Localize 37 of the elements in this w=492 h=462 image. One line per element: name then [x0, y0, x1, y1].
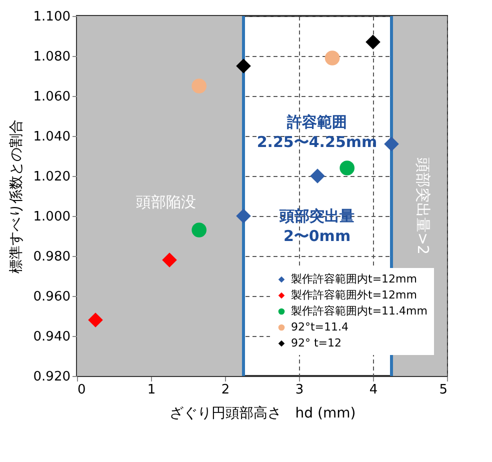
- x-tick-label: 3: [295, 382, 304, 398]
- y-tick-label: 1.020: [33, 170, 70, 184]
- y-tick-label: 0.960: [33, 290, 70, 304]
- point: [384, 136, 399, 152]
- annotation: 頭部陥没: [136, 193, 196, 211]
- point: [192, 222, 207, 238]
- x-tick-label: 0: [78, 382, 86, 398]
- y-tick-label: 0.940: [33, 330, 70, 344]
- x-tick-label: 2: [221, 382, 230, 398]
- y-tick-label: 1.060: [33, 90, 70, 104]
- point: [366, 34, 380, 50]
- legend-label: 製作許容範囲内t=12mm: [291, 272, 417, 286]
- legend-label: 製作許容範囲外t=12mm: [291, 288, 417, 302]
- annotation: 頭部突出量>2: [414, 157, 432, 255]
- y-tick-label: 1.080: [33, 50, 70, 64]
- annotation: 許容範囲 2.25〜4.25mm: [256, 113, 378, 151]
- point: [310, 168, 325, 184]
- point: [324, 50, 340, 66]
- legend-label: 92°t=11.4: [291, 320, 349, 334]
- point: [236, 58, 251, 74]
- point: [340, 160, 355, 176]
- x-tick-label: 1: [147, 382, 156, 398]
- point: [192, 78, 207, 94]
- y-tick-label: 0.920: [33, 370, 70, 384]
- legend-label: 92° t=12: [291, 336, 342, 350]
- legend-label: 製作許容範囲内t=11.4mm: [291, 304, 428, 318]
- x-tick-label: 5: [439, 382, 448, 398]
- y-tick-label: 0.980: [33, 250, 70, 264]
- y-tick-label: 1.040: [33, 130, 70, 144]
- point: [236, 208, 251, 224]
- x-axis-title: ざぐり円頭部高さ hd (mm): [169, 406, 356, 422]
- y-tick-label: 1.100: [33, 10, 70, 24]
- point: [88, 312, 103, 328]
- point: [162, 252, 177, 268]
- x-tick-label: 4: [369, 382, 378, 398]
- y-axis-title: 標準すべり係数との割合: [8, 120, 24, 274]
- y-tick-label: 1.000: [33, 210, 70, 224]
